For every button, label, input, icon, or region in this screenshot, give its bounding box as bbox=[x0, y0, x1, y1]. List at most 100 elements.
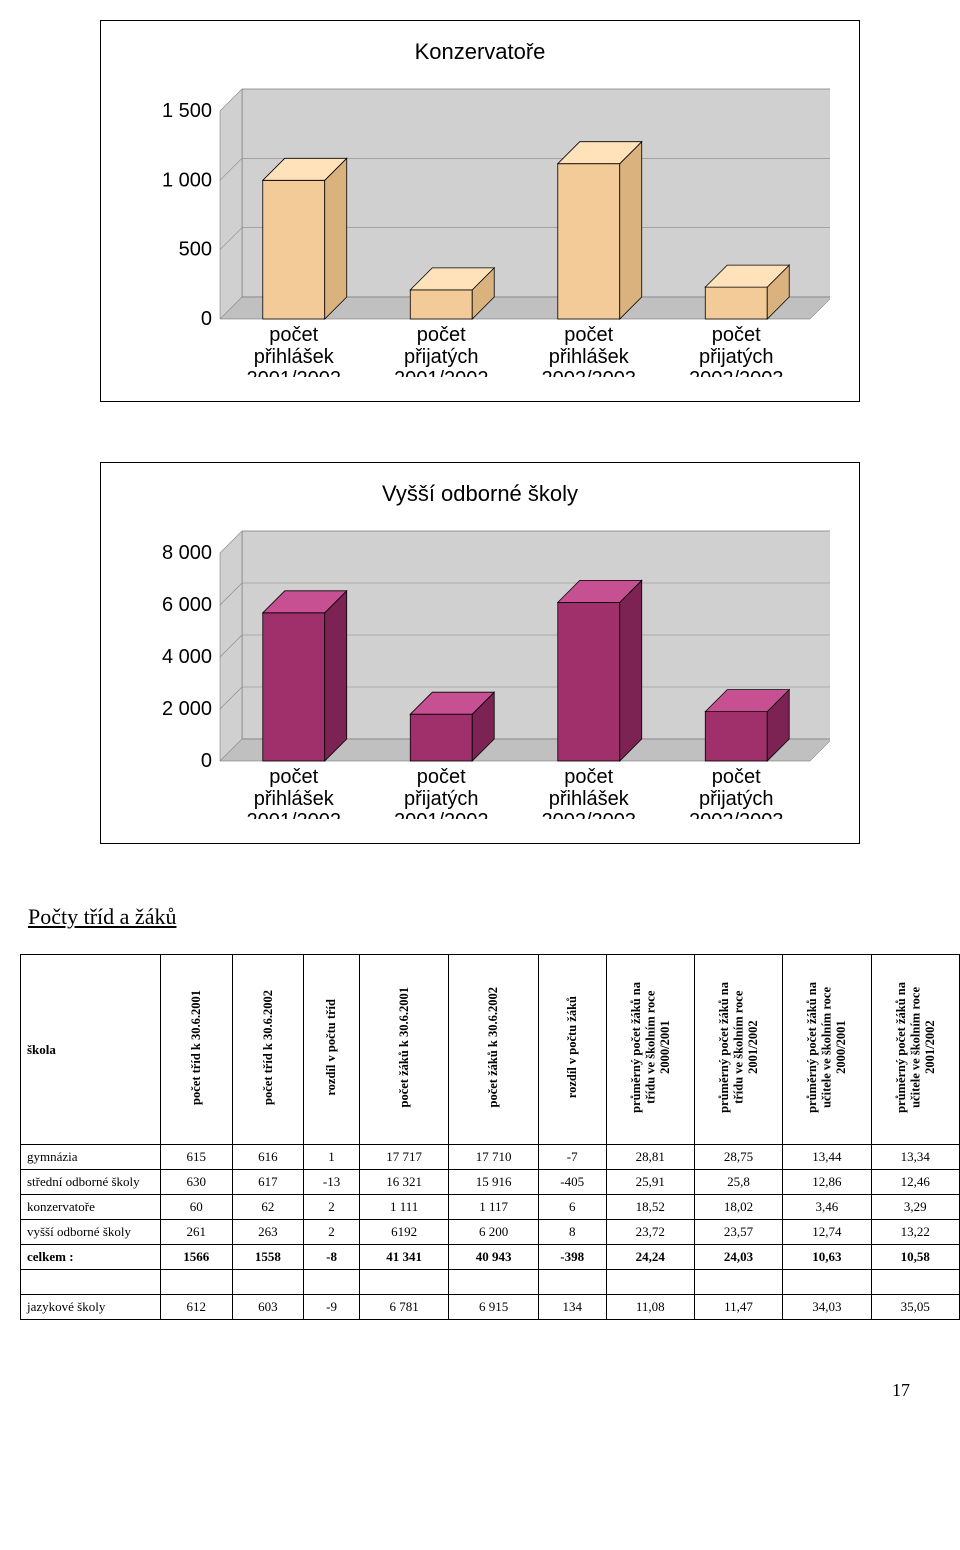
cell: 28,81 bbox=[606, 1145, 694, 1170]
cell: 1566 bbox=[161, 1245, 233, 1270]
cell: 16 321 bbox=[359, 1170, 449, 1195]
table-row: střední odborné školy630617-1316 32115 9… bbox=[21, 1170, 960, 1195]
cell: 40 943 bbox=[449, 1245, 539, 1270]
table-row: vyšší odborné školy261263261926 200823,7… bbox=[21, 1220, 960, 1245]
cell: 2 bbox=[304, 1220, 360, 1245]
svg-text:0: 0 bbox=[201, 750, 212, 772]
table-col-9: průměrný počet žáků na učitele ve školní… bbox=[871, 955, 959, 1145]
svg-text:8 000: 8 000 bbox=[162, 542, 212, 564]
chart2-title: Vyšší odborné školy bbox=[121, 481, 839, 507]
svg-text:přihlášek: přihlášek bbox=[254, 346, 335, 368]
row-label: vyšší odborné školy bbox=[21, 1220, 161, 1245]
table-spacer bbox=[21, 1270, 960, 1295]
cell: 603 bbox=[232, 1295, 304, 1320]
cell: 11,08 bbox=[606, 1295, 694, 1320]
svg-text:6 000: 6 000 bbox=[162, 594, 212, 616]
cell: -405 bbox=[538, 1170, 606, 1195]
cell: 3,46 bbox=[783, 1195, 871, 1220]
cell: 13,22 bbox=[871, 1220, 959, 1245]
svg-text:počet: počet bbox=[564, 324, 613, 346]
table-row: celkem :15661558-841 34140 943-39824,242… bbox=[21, 1245, 960, 1270]
table-col-5: rozdíl v počtu žáků bbox=[538, 955, 606, 1145]
table-col-8: průměrný počet žáků na učitele ve školní… bbox=[783, 955, 871, 1145]
cell: 18,52 bbox=[606, 1195, 694, 1220]
table-header-row: školapočet tříd k 30.6.2001počet tříd k … bbox=[21, 955, 960, 1145]
cell: 60 bbox=[161, 1195, 233, 1220]
page-number: 17 bbox=[20, 1380, 940, 1401]
cell: 12,74 bbox=[783, 1220, 871, 1245]
svg-text:počet: počet bbox=[712, 324, 761, 346]
row-label: jazykové školy bbox=[21, 1295, 161, 1320]
cell: 17 710 bbox=[449, 1145, 539, 1170]
cell: 17 717 bbox=[359, 1145, 449, 1170]
table-col-3: počet žáků k 30.6.2001 bbox=[359, 955, 449, 1145]
svg-text:počet: počet bbox=[269, 766, 318, 788]
svg-text:2002/2003: 2002/2003 bbox=[689, 368, 784, 377]
table-col-skola: škola bbox=[21, 955, 161, 1145]
cell: 35,05 bbox=[871, 1295, 959, 1320]
row-label: střední odborné školy bbox=[21, 1170, 161, 1195]
svg-text:počet: počet bbox=[269, 324, 318, 346]
cell: 3,29 bbox=[871, 1195, 959, 1220]
row-label: gymnázia bbox=[21, 1145, 161, 1170]
cell: 25,8 bbox=[694, 1170, 782, 1195]
svg-text:přijatých: přijatých bbox=[699, 346, 773, 368]
cell: 13,34 bbox=[871, 1145, 959, 1170]
cell: 23,72 bbox=[606, 1220, 694, 1245]
svg-text:přihlášek: přihlášek bbox=[549, 346, 630, 368]
cell: 612 bbox=[161, 1295, 233, 1320]
svg-text:2002/2003: 2002/2003 bbox=[541, 810, 636, 819]
svg-text:2002/2003: 2002/2003 bbox=[689, 810, 784, 819]
svg-text:počet: počet bbox=[712, 766, 761, 788]
table-row: jazykové školy612603-96 7816 91513411,08… bbox=[21, 1295, 960, 1320]
svg-text:2 000: 2 000 bbox=[162, 698, 212, 720]
table-col-4: počet žáků k 30.6.2002 bbox=[449, 955, 539, 1145]
cell: 2 bbox=[304, 1195, 360, 1220]
cell: 6 915 bbox=[449, 1295, 539, 1320]
cell: 28,75 bbox=[694, 1145, 782, 1170]
data-table: školapočet tříd k 30.6.2001počet tříd k … bbox=[20, 954, 960, 1320]
chart1-title: Konzervatoře bbox=[121, 39, 839, 65]
cell: 615 bbox=[161, 1145, 233, 1170]
cell: 25,91 bbox=[606, 1170, 694, 1195]
cell: 34,03 bbox=[783, 1295, 871, 1320]
section-title: Počty tříd a žáků bbox=[28, 904, 940, 930]
svg-text:1 000: 1 000 bbox=[162, 169, 212, 191]
cell: 6192 bbox=[359, 1220, 449, 1245]
svg-text:počet: počet bbox=[564, 766, 613, 788]
cell: 15 916 bbox=[449, 1170, 539, 1195]
chart-vyssi-odborne: Vyšší odborné školy 0 2 000 4 000 6 000 8 00… bbox=[100, 462, 860, 844]
cell: 11,47 bbox=[694, 1295, 782, 1320]
svg-text:2001/2002: 2001/2002 bbox=[394, 810, 489, 819]
cell: 23,57 bbox=[694, 1220, 782, 1245]
cell: 263 bbox=[232, 1220, 304, 1245]
cell: 6 bbox=[538, 1195, 606, 1220]
cell: 10,63 bbox=[783, 1245, 871, 1270]
svg-text:přijatých: přijatých bbox=[404, 346, 478, 368]
cell: 261 bbox=[161, 1220, 233, 1245]
cell: 12,46 bbox=[871, 1170, 959, 1195]
cell: 62 bbox=[232, 1195, 304, 1220]
svg-text:4 000: 4 000 bbox=[162, 646, 212, 668]
cell: 8 bbox=[538, 1220, 606, 1245]
table-col-1: počet tříd k 30.6.2002 bbox=[232, 955, 304, 1145]
cell: -398 bbox=[538, 1245, 606, 1270]
cell: 1 117 bbox=[449, 1195, 539, 1220]
svg-text:přihlášek: přihlášek bbox=[549, 788, 630, 810]
table-col-2: rozdíl v počtu tříd bbox=[304, 955, 360, 1145]
cell: -13 bbox=[304, 1170, 360, 1195]
table-col-0: počet tříd k 30.6.2001 bbox=[161, 955, 233, 1145]
table-col-7: průměrný počet žáků na třídu ve školním … bbox=[694, 955, 782, 1145]
cell: 1 111 bbox=[359, 1195, 449, 1220]
row-label: konzervatoře bbox=[21, 1195, 161, 1220]
cell: 616 bbox=[232, 1145, 304, 1170]
svg-text:0: 0 bbox=[201, 308, 212, 330]
svg-text:počet: počet bbox=[417, 766, 466, 788]
cell: 10,58 bbox=[871, 1245, 959, 1270]
svg-text:přijatých: přijatých bbox=[404, 788, 478, 810]
cell: 630 bbox=[161, 1170, 233, 1195]
cell: 1558 bbox=[232, 1245, 304, 1270]
svg-text:1 500: 1 500 bbox=[162, 100, 212, 122]
svg-text:přijatých: přijatých bbox=[699, 788, 773, 810]
table-col-6: průměrný počet žáků na třídu ve školním … bbox=[606, 955, 694, 1145]
